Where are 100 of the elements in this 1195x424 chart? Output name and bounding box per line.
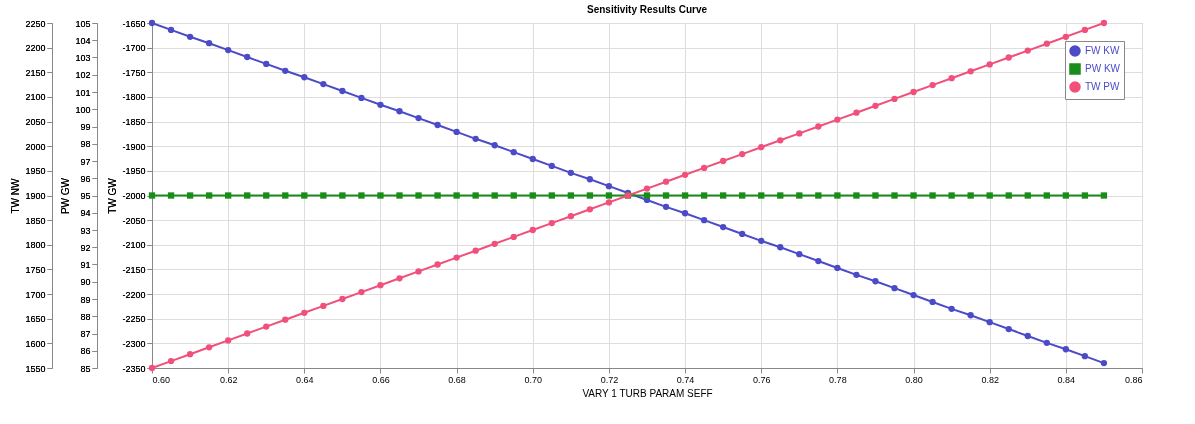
point bbox=[739, 230, 746, 238]
y3-tick-label: 98 bbox=[80, 139, 91, 150]
point bbox=[605, 182, 613, 190]
point bbox=[377, 282, 384, 289]
point bbox=[434, 261, 441, 268]
x-tick-label: 0.76 bbox=[752, 374, 771, 385]
point bbox=[186, 33, 194, 40]
y3-tick-label: 100 bbox=[75, 104, 91, 115]
x-tick-label: 0.72 bbox=[600, 374, 619, 385]
point bbox=[758, 237, 765, 244]
point bbox=[491, 142, 498, 149]
y2-tick-label: 1700 bbox=[25, 289, 46, 300]
point bbox=[1062, 33, 1070, 40]
y-tick-label: -2350 bbox=[122, 363, 146, 374]
point bbox=[1062, 346, 1070, 353]
point bbox=[1081, 26, 1089, 34]
y-tick-label: -1750 bbox=[122, 67, 146, 78]
y3-tick-label: 87 bbox=[80, 329, 91, 339]
point bbox=[491, 240, 498, 247]
y2-axis-title: TW NW bbox=[10, 177, 22, 214]
y2-tick-label: 1600 bbox=[25, 338, 46, 349]
point bbox=[777, 244, 784, 251]
point bbox=[1100, 359, 1108, 367]
point bbox=[205, 344, 213, 351]
point bbox=[853, 271, 860, 279]
point bbox=[853, 109, 860, 116]
y-tick-label: -1850 bbox=[122, 117, 146, 128]
point bbox=[282, 316, 289, 323]
y3-tick-label: 99 bbox=[80, 122, 91, 132]
y3-tick-label: 97 bbox=[80, 156, 91, 167]
point bbox=[358, 94, 365, 102]
point bbox=[567, 169, 575, 176]
point bbox=[1043, 339, 1050, 347]
legend-label: FW KW bbox=[1085, 45, 1120, 56]
point bbox=[967, 312, 974, 319]
point bbox=[891, 95, 898, 103]
point bbox=[548, 162, 555, 170]
y3-tick-label: 104 bbox=[75, 35, 91, 46]
point bbox=[815, 123, 822, 130]
point bbox=[872, 102, 879, 109]
point bbox=[453, 254, 460, 261]
y3-tick-label: 101 bbox=[75, 87, 91, 98]
point bbox=[739, 150, 746, 158]
point bbox=[719, 157, 727, 165]
legend-label: TW PW bbox=[1085, 81, 1120, 92]
point bbox=[167, 26, 175, 34]
point bbox=[396, 275, 403, 282]
y3-tick-label: 89 bbox=[80, 294, 91, 305]
x-tick-label: 0.78 bbox=[829, 374, 847, 385]
y-tick-label: -2050 bbox=[122, 215, 146, 226]
point bbox=[510, 148, 517, 156]
point bbox=[586, 176, 594, 183]
point bbox=[339, 87, 346, 95]
point bbox=[948, 75, 955, 82]
point bbox=[777, 137, 784, 144]
point bbox=[320, 302, 327, 310]
point bbox=[358, 288, 365, 296]
point bbox=[986, 319, 993, 326]
y2-tick-label: 1550 bbox=[25, 363, 46, 374]
point bbox=[796, 250, 803, 258]
y-tick-label: -2200 bbox=[122, 289, 146, 300]
x-tick-label: 0.60 bbox=[152, 374, 171, 385]
y-axis-title: TW GW bbox=[107, 177, 119, 214]
x-tick-label: 0.66 bbox=[372, 374, 390, 385]
y-tick-label: -2250 bbox=[122, 314, 146, 325]
point bbox=[605, 199, 613, 206]
y-tick-label: -1900 bbox=[122, 141, 146, 152]
y3-tick-label: 86 bbox=[80, 346, 91, 357]
y3-tick-label: 102 bbox=[75, 70, 91, 81]
y3-tick-label: 96 bbox=[80, 173, 91, 184]
y2-tick-label: 1650 bbox=[25, 314, 46, 325]
point bbox=[244, 330, 251, 337]
point bbox=[396, 108, 403, 115]
y2-tick-label: 1950 bbox=[25, 166, 46, 177]
point bbox=[472, 247, 479, 254]
point bbox=[910, 291, 917, 299]
point bbox=[434, 121, 441, 129]
point bbox=[529, 226, 536, 234]
point bbox=[548, 219, 555, 227]
y-tick-label: -2100 bbox=[122, 240, 146, 251]
y3-tick-label: 95 bbox=[80, 191, 91, 201]
point bbox=[472, 135, 479, 142]
point bbox=[567, 213, 575, 220]
point bbox=[929, 298, 936, 306]
point bbox=[986, 61, 993, 68]
point bbox=[967, 68, 974, 75]
point bbox=[796, 130, 803, 137]
y-tick-label: -1700 bbox=[122, 43, 146, 54]
y-tick-label: -2000 bbox=[122, 191, 146, 201]
point bbox=[301, 309, 308, 316]
point bbox=[1043, 40, 1050, 47]
x-tick-label: 0.84 bbox=[1057, 374, 1076, 385]
x-axis-title: VARY 1 TURB PARAM SEFF bbox=[582, 387, 713, 399]
x-tick-label: 0.70 bbox=[524, 374, 543, 385]
y2-tick-label: 1750 bbox=[25, 264, 46, 275]
point bbox=[662, 203, 670, 210]
point bbox=[282, 67, 289, 74]
point bbox=[929, 81, 936, 89]
x-tick-label: 0.62 bbox=[219, 374, 238, 385]
y2-tick-label: 2000 bbox=[25, 141, 46, 152]
